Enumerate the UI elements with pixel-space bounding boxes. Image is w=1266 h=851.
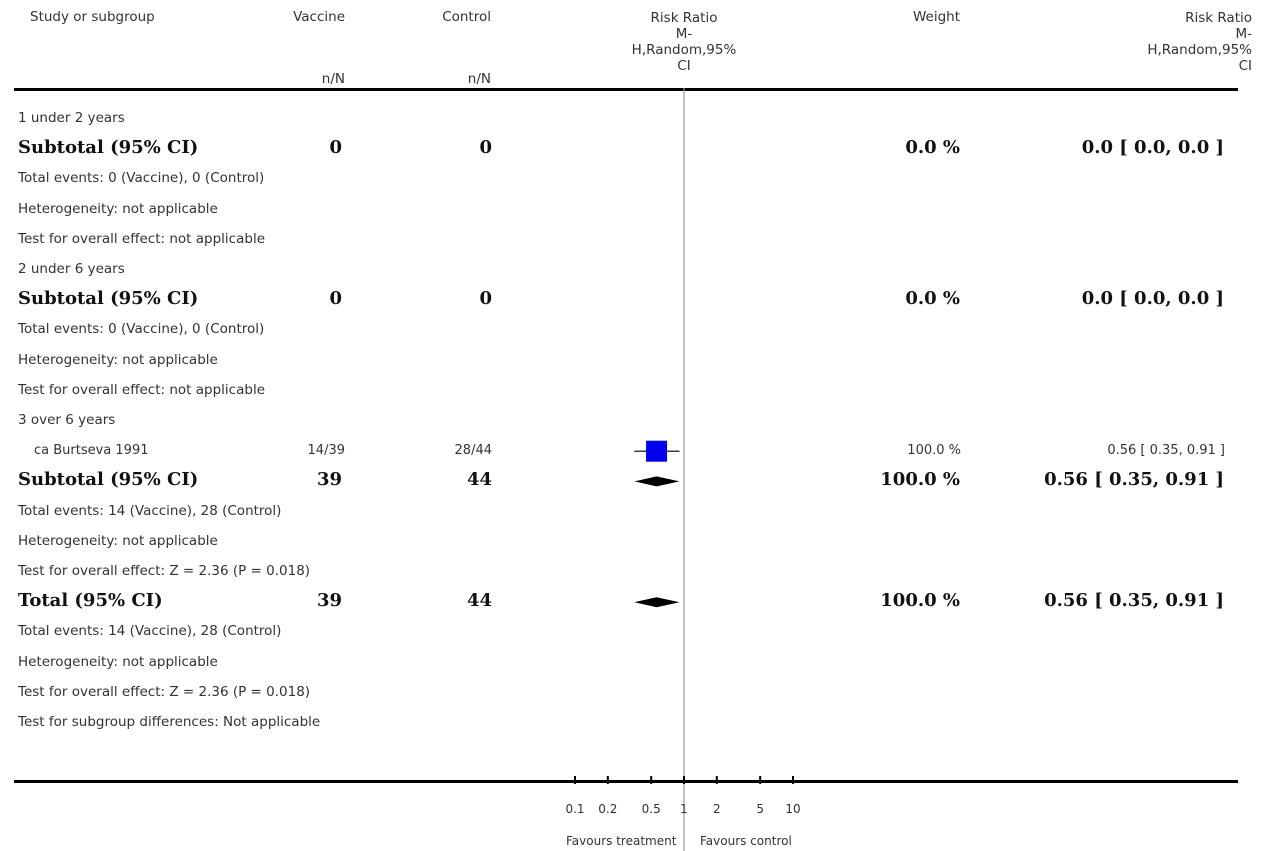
summary-note: Heterogeneity: not applicable xyxy=(0,527,1266,557)
favours-treatment-label: Favours treatment xyxy=(566,834,677,848)
control-value: 44 xyxy=(466,590,492,612)
row-label: Subtotal (95% CI) xyxy=(18,137,199,159)
row-label: Heterogeneity: not applicable xyxy=(18,653,218,670)
control-value: 0 xyxy=(479,137,492,159)
vaccine-value: 39 xyxy=(316,469,342,491)
row-label: Test for overall effect: not applicable xyxy=(18,381,266,398)
axis-tick-label: 5 xyxy=(756,802,764,816)
summary-note: Test for overall effect: Z = 2.36 (P = 0… xyxy=(0,678,1266,708)
summary-note: Test for overall effect: Z = 2.36 (P = 0… xyxy=(0,557,1266,587)
subtotal-row: Subtotal (95% CI) 0 0 0.0 % 0.0 [ 0.0, 0.0 ] xyxy=(0,285,1266,315)
summary-note: Heterogeneity: not applicable xyxy=(0,346,1266,376)
summary-note: Total events: 14 (Vaccine), 28 (Control) xyxy=(0,617,1266,647)
axis-tick-label: 0.5 xyxy=(642,802,661,816)
summary-note: Test for overall effect: not applicable xyxy=(0,225,1266,255)
row-label: Test for overall effect: Z = 2.36 (P = 0… xyxy=(18,563,311,579)
weight-value: 100.0 % xyxy=(880,469,960,491)
vaccine-events: 14/39 xyxy=(307,443,345,459)
footer-rule xyxy=(14,780,1238,783)
row-label: Heterogeneity: not applicable xyxy=(18,351,218,368)
row-label: Test for overall effect: Z = 2.36 (P = 0… xyxy=(18,683,311,700)
pooled-estimate-diamond xyxy=(634,597,680,608)
row-label: Total events: 0 (Vaccine), 0 (Control) xyxy=(18,170,265,187)
axis-tick-label: 0.1 xyxy=(565,802,584,816)
row-label: Total events: 14 (Vaccine), 28 (Control) xyxy=(18,623,282,640)
subgroup-heading: 3 over 6 years xyxy=(0,406,1266,436)
risk-ratio-ci: 0.56 [ 0.35, 0.91 ] xyxy=(1107,443,1225,459)
study-name: ca Burtseva 1991 xyxy=(34,443,149,459)
column-header-vaccine-units: n/N xyxy=(321,71,345,87)
column-header-control: Control xyxy=(442,9,491,25)
row-label: Heterogeneity: not applicable xyxy=(18,200,218,217)
row-label: Heterogeneity: not applicable xyxy=(18,532,218,549)
column-header-weight: Weight xyxy=(912,9,960,25)
summary-note: Test for overall effect: not applicable xyxy=(0,376,1266,406)
vaccine-value: 0 xyxy=(329,137,342,159)
vaccine-value: 0 xyxy=(329,288,342,310)
pooled-estimate-diamond xyxy=(634,476,680,487)
control-events: 28/44 xyxy=(454,443,492,459)
risk-ratio-ci: 0.0 [ 0.0, 0.0 ] xyxy=(1081,288,1224,310)
summary-note: Total events: 14 (Vaccine), 28 (Control) xyxy=(0,497,1266,527)
risk-ratio-ci: 0.56 [ 0.35, 0.91 ] xyxy=(1044,469,1224,491)
favours-control-label: Favours control xyxy=(700,834,792,848)
subtotal-row: Subtotal (95% CI) 0 0 0.0 % 0.0 [ 0.0, 0.0 ] xyxy=(0,134,1266,164)
risk-ratio-ci: 0.56 [ 0.35, 0.91 ] xyxy=(1044,590,1224,612)
control-value: 0 xyxy=(479,288,492,310)
row-label: Total events: 0 (Vaccine), 0 (Control) xyxy=(18,321,265,338)
row-label: Subtotal (95% CI) xyxy=(18,469,199,491)
summary-note: Test for subgroup differences: Not appli… xyxy=(0,708,1266,738)
summary-note: Total events: 0 (Vaccine), 0 (Control) xyxy=(0,164,1266,194)
summary-note: Heterogeneity: not applicable xyxy=(0,195,1266,225)
weight-value: 100.0 % xyxy=(880,590,960,612)
header-rule xyxy=(14,88,1238,91)
row-label: Test for overall effect: not applicable xyxy=(18,230,266,247)
weight-value: 0.0 % xyxy=(905,137,960,159)
axis-tick-label: 10 xyxy=(785,802,800,816)
subgroup-heading: 2 under 6 years xyxy=(0,255,1266,285)
column-header-study: Study or subgroup xyxy=(30,9,155,25)
axis-tick-label: 2 xyxy=(713,802,721,816)
axis-tick-label: 0.2 xyxy=(598,802,617,816)
row-label: 2 under 6 years xyxy=(18,261,125,277)
row-label: Test for subgroup differences: Not appli… xyxy=(18,714,321,730)
row-label: 3 over 6 years xyxy=(18,412,116,428)
subtotal-row: Subtotal (95% CI) 39 44 100.0 % 0.56 [ 0.35,… xyxy=(0,466,1266,496)
risk-ratio-ci: 0.0 [ 0.0, 0.0 ] xyxy=(1081,137,1224,159)
row-label: Total (95% CI) xyxy=(18,590,163,612)
row-label: 1 under 2 years xyxy=(18,110,125,126)
study-row: ca Burtseva 1991 14/39 28/44 100.0 % 0.56 [ … xyxy=(0,436,1266,466)
control-value: 44 xyxy=(466,469,492,491)
column-header-risk-ratio-value: Risk Ratio M- H,Random,95% CI xyxy=(1147,10,1252,74)
summary-note: Total events: 0 (Vaccine), 0 (Control) xyxy=(0,315,1266,345)
column-header-vaccine: Vaccine xyxy=(293,9,345,25)
column-header-control-units: n/N xyxy=(467,71,491,87)
column-header-risk-ratio-plot: Risk Ratio M- H,Random,95% CI xyxy=(631,10,737,74)
weight-value: 100.0 % xyxy=(907,443,961,459)
axis-tick-label: 1 xyxy=(680,802,688,816)
subtotal-row: Total (95% CI) 39 44 100.0 % 0.56 [ 0.35, 0.… xyxy=(0,587,1266,617)
vaccine-value: 39 xyxy=(316,590,342,612)
row-label: Subtotal (95% CI) xyxy=(18,288,199,310)
subgroup-heading: 1 under 2 years xyxy=(0,104,1266,134)
summary-note: Heterogeneity: not applicable xyxy=(0,648,1266,678)
row-label: Total events: 14 (Vaccine), 28 (Control) xyxy=(18,502,282,519)
study-estimate-square xyxy=(646,440,668,462)
weight-value: 0.0 % xyxy=(905,288,960,310)
